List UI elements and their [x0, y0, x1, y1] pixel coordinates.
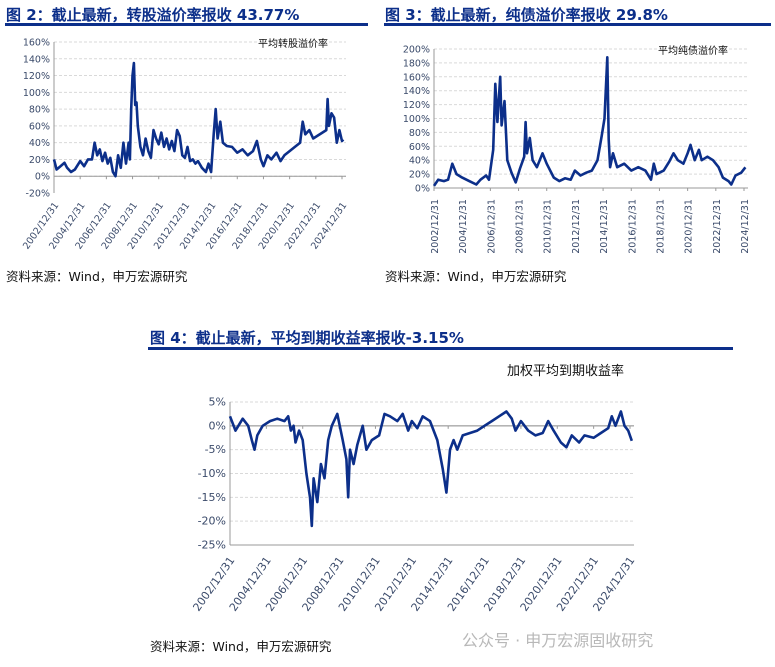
x-tick-label: 2020/12/31: [684, 199, 695, 254]
y-tick-label: 5%: [209, 396, 226, 409]
figure-3-source: 资料来源：Wind，申万宏源研究: [385, 269, 567, 284]
x-tick-label: 2022/12/31: [712, 199, 723, 254]
chart-2: -20%0%20%40%60%80%100%120%140%160%2002/1…: [21, 37, 349, 252]
figure-4-rule: [148, 347, 733, 350]
y-tick-label: 140%: [23, 54, 50, 65]
y-tick-label: 160%: [403, 72, 430, 83]
x-tick-label: 2002/12/31: [430, 199, 441, 254]
y-tick-label: 40%: [409, 156, 430, 167]
y-tick-label: 180%: [403, 58, 430, 69]
series-line: [228, 410, 634, 528]
watermark: 公众号 · 申万宏源固收研究: [462, 631, 654, 650]
y-tick-label: 100%: [23, 88, 50, 99]
y-tick-label: 120%: [23, 71, 50, 82]
figure-2-title: 图 2：截止最新，转股溢价率报收 43.77%: [6, 6, 300, 24]
figure-4-title: 图 4：截止最新，平均到期收益率报收-3.15%: [150, 329, 464, 347]
figure-2-source: 资料来源：Wind，申万宏源研究: [6, 269, 188, 284]
y-tick-label: 0%: [415, 184, 430, 195]
y-tick-label: -5%: [205, 443, 226, 456]
y-tick-label: 200%: [403, 45, 430, 56]
chart-3: 0% 20% 40% 60% 80% 100% 120% 140% 160% 180% 200% 20…: [403, 44, 751, 254]
y-tick-label: 40%: [29, 138, 50, 149]
y-tick-label: -20%: [198, 515, 226, 528]
y-tick-label: 100%: [403, 114, 430, 125]
series-legend-label: 加权平均到期收益率: [507, 363, 624, 379]
x-tick-label: 2006/12/31: [486, 199, 497, 254]
y-tick-label: 140%: [403, 86, 430, 97]
x-tick-label: 2018/12/31: [655, 199, 666, 254]
x-tick-label: 2010/12/31: [543, 199, 554, 254]
x-tick-label: 2014/12/31: [599, 199, 610, 254]
x-tick-label: 2012/12/31: [571, 199, 582, 254]
figure-3-rule: [384, 23, 771, 26]
chart-4: -25%-20%-15%-10%-5%0%5%2002/12/312004/12…: [190, 363, 637, 614]
y-tick-label: 160%: [23, 38, 50, 49]
y-tick-label: 80%: [29, 105, 50, 116]
y-tick-label: 60%: [409, 142, 430, 153]
y-tick-label: 0%: [209, 419, 226, 432]
y-tick-label: 60%: [29, 121, 50, 132]
x-tick-label: 2024/12/31: [740, 199, 751, 254]
series-legend-label: 平均纯债溢价率: [658, 44, 728, 57]
series-line: [432, 56, 747, 187]
x-tick-label: 2016/12/31: [627, 199, 638, 254]
y-tick-label: -20%: [25, 189, 50, 200]
y-tick-label: 20%: [29, 155, 50, 166]
y-tick-label: -15%: [198, 491, 226, 504]
figure-2-rule: [5, 23, 368, 26]
y-tick-label: 20%: [409, 170, 430, 181]
y-tick-label: 120%: [403, 100, 430, 111]
x-tick-label: 2008/12/31: [515, 199, 526, 254]
series-line: [52, 61, 345, 178]
series-legend-label: 平均转股溢价率: [258, 37, 328, 50]
figure-4-source: 资料来源：Wind，申万宏源研究: [150, 639, 332, 654]
y-tick-label: 80%: [409, 128, 430, 139]
y-tick-label: 0%: [35, 172, 50, 183]
y-tick-label: -10%: [198, 467, 226, 480]
x-tick-label: 2004/12/31: [458, 199, 469, 254]
figure-3-title: 图 3：截止最新，纯债溢价率报收 29.8%: [385, 6, 668, 24]
y-tick-label: -25%: [198, 539, 226, 552]
